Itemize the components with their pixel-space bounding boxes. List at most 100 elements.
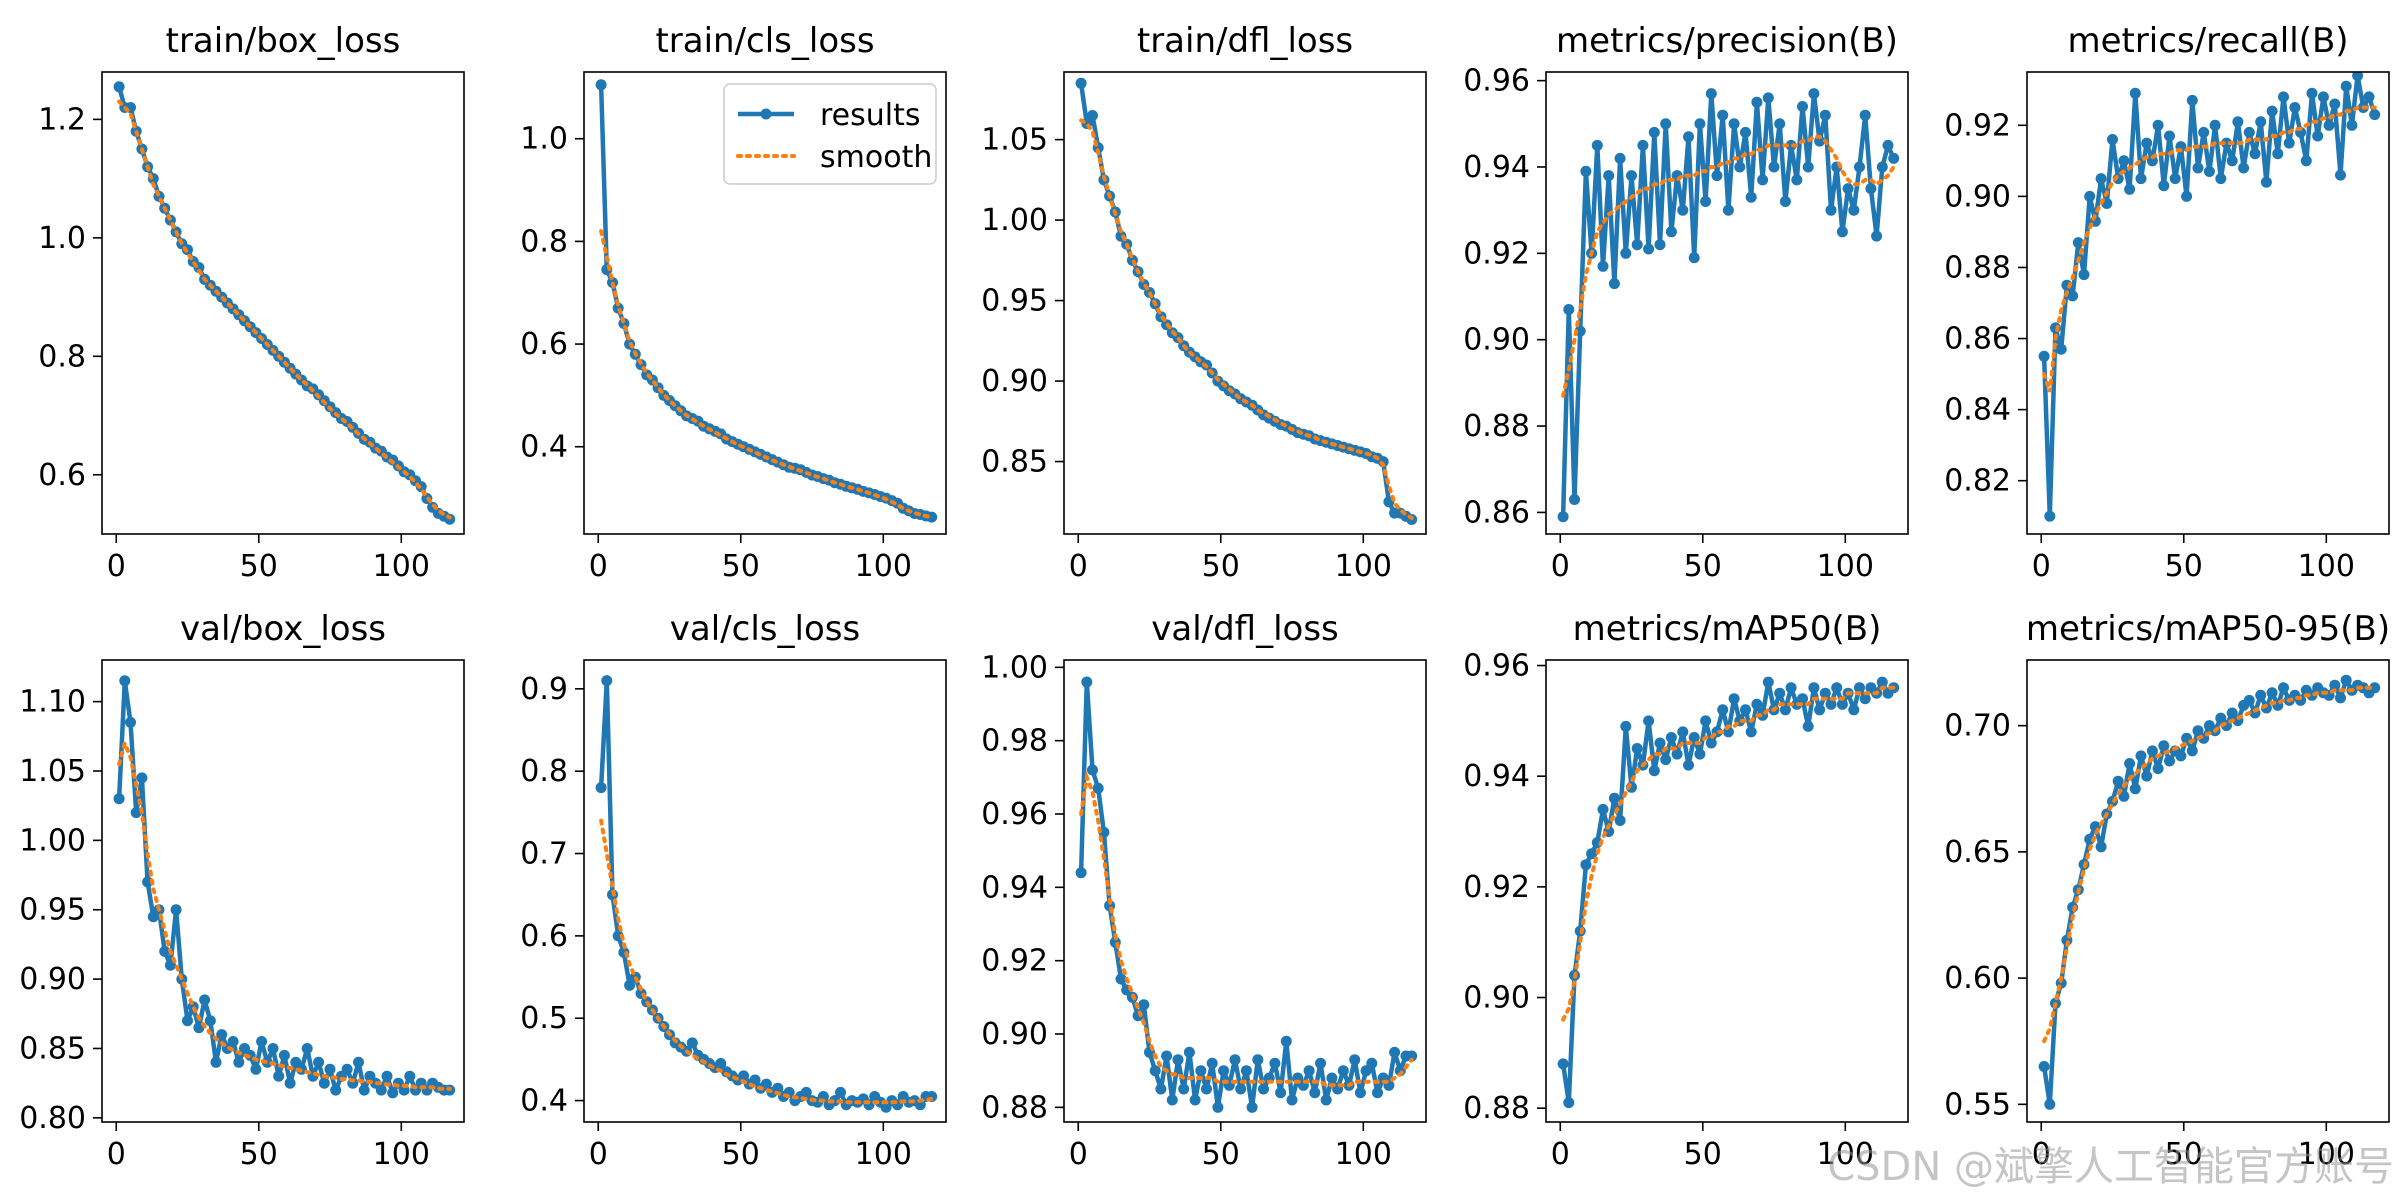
y-tick-label: 0.94 (1463, 759, 1530, 794)
x-tick-label: 50 (1684, 1137, 1722, 1172)
results-point (1643, 715, 1655, 727)
results-point (2215, 712, 2227, 724)
results-point (1694, 748, 1706, 760)
results-point (204, 1015, 216, 1027)
y-tick-label: 0.70 (1944, 709, 2011, 744)
data-area (113, 81, 456, 525)
results-point (1819, 109, 1831, 121)
results-point (2124, 183, 2136, 195)
results-point (1802, 720, 1814, 732)
results-point (1700, 196, 1712, 207)
results-point (1563, 304, 1575, 315)
results-point (2038, 350, 2050, 362)
results-point (256, 1036, 268, 1047)
results-point (1626, 170, 1637, 182)
x-tick-label: 50 (2165, 549, 2203, 584)
legend-frame (723, 83, 937, 185)
smooth-line (1079, 769, 1414, 1088)
results-point (1286, 1094, 1298, 1106)
y-tick-label: 0.88 (1463, 1091, 1530, 1126)
axes-frame (1545, 659, 1909, 1123)
results-point (1557, 511, 1569, 523)
axes-frame (583, 71, 947, 535)
results-point (284, 1077, 296, 1089)
results-point (273, 1070, 285, 1082)
x-tick-label: 50 (240, 549, 278, 584)
results-point (1831, 682, 1843, 694)
results-point (1688, 252, 1700, 264)
results-point (2141, 137, 2153, 149)
results-point (1648, 765, 1660, 777)
results-point (1665, 226, 1677, 238)
y-tick-label: 1.05 (19, 754, 86, 789)
x-tick-label: 100 (855, 549, 912, 584)
results-point (381, 1070, 393, 1082)
results-point (2346, 119, 2358, 131)
results-point (1218, 1065, 1230, 1077)
results-point (210, 1056, 222, 1068)
axes-frame (101, 659, 465, 1123)
results-point (267, 1043, 279, 1054)
results-point (1876, 161, 1888, 173)
results-point (2175, 750, 2187, 762)
results-point (2255, 116, 2267, 128)
data-area (1075, 77, 1418, 525)
results-point (2369, 682, 2381, 694)
legend-smooth-label: smooth (820, 140, 932, 175)
results-point (1252, 1054, 1264, 1066)
y-tick-label: 0.92 (1463, 236, 1530, 271)
results-point (2152, 763, 2164, 775)
results-point (1597, 803, 1609, 815)
results-point (1802, 161, 1814, 173)
results-point (1842, 183, 1854, 195)
x-tick-label: 100 (1817, 1137, 1874, 1172)
results-point (1757, 174, 1769, 186)
subplot-metrics-map50-95-b-: metrics/mAP50-95(B) 0 50 100 0.55 0.60 0.65 0.7… (1944, 609, 2390, 1172)
results-point (324, 1063, 336, 1075)
x-tick-label: 50 (1684, 549, 1722, 584)
subplot-title: metrics/precision(B) (1556, 21, 1898, 61)
axes-frame (1063, 71, 1427, 535)
x-tick-label: 50 (240, 1137, 278, 1172)
subplot-title: metrics/mAP50-95(B) (2026, 609, 2390, 649)
results-point (1580, 165, 1592, 177)
y-tick-label: 0.6 (38, 458, 86, 493)
subplot-train-cls-loss: train/cls_loss 0 50 100 0.4 0.6 0.8 1.0 results s… (520, 21, 947, 584)
results-point (2124, 758, 2136, 769)
smooth-line (599, 229, 934, 520)
results-point (2044, 510, 2056, 522)
results-point (2266, 687, 2278, 699)
y-tick-label: 0.92 (1944, 108, 2011, 143)
y-tick-label: 0.6 (520, 327, 568, 362)
x-tick-label: 100 (373, 549, 430, 584)
results-point (1081, 676, 1093, 688)
results-point (1235, 1083, 1247, 1095)
results-point (1836, 698, 1848, 710)
results-point (199, 994, 211, 1006)
results-point (2255, 689, 2267, 701)
results-point (2226, 155, 2238, 167)
results-point (2198, 126, 2210, 138)
axes-frame (1063, 659, 1427, 1123)
results-point (1762, 92, 1774, 104)
y-tick-label: 1.00 (981, 650, 1048, 685)
smooth-line (1079, 118, 1414, 520)
axes-frame (101, 71, 465, 535)
results-point (2249, 148, 2261, 160)
results-point (2312, 130, 2324, 142)
data-area (2038, 72, 2381, 522)
y-tick-label: 0.96 (1463, 64, 1530, 99)
results-point (772, 1082, 784, 1094)
results-point (1836, 226, 1848, 238)
x-tick-label: 0 (107, 1137, 126, 1172)
results-point (1728, 118, 1740, 130)
subplot-title: val/cls_loss (670, 609, 860, 649)
results-point (2186, 745, 2198, 757)
results-point (1819, 687, 1831, 699)
results-point (2232, 116, 2244, 128)
y-tick-label: 0.84 (1944, 393, 2011, 428)
results-point (2078, 269, 2090, 281)
results-point (2164, 130, 2175, 142)
results-point (330, 1084, 342, 1096)
results-point (1785, 139, 1797, 151)
